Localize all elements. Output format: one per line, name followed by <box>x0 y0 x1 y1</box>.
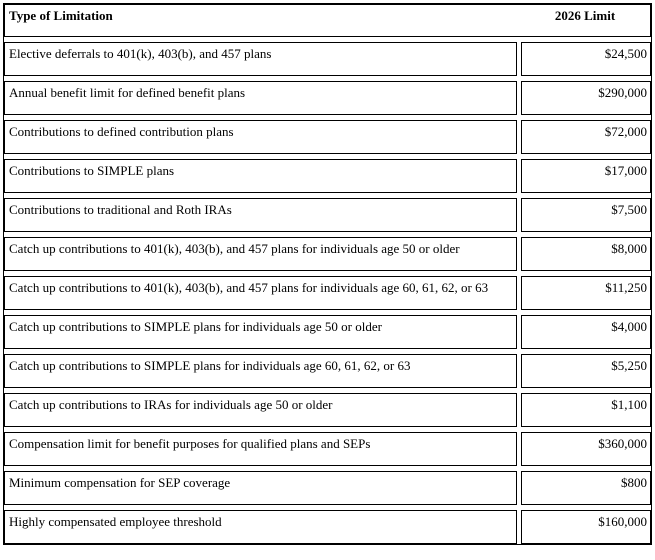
limitation-label: Annual benefit limit for defined benefit… <box>4 81 517 115</box>
limit-value: $11,250 <box>521 276 651 310</box>
limit-value: $17,000 <box>521 159 651 193</box>
table-row: Contributions to traditional and Roth IR… <box>4 198 651 232</box>
limitation-label: Catch up contributions to IRAs for indiv… <box>4 393 517 427</box>
table-row: Contributions to SIMPLE plans $17,000 <box>4 159 651 193</box>
table-row: Annual benefit limit for defined benefit… <box>4 81 651 115</box>
limit-value: $1,100 <box>521 393 651 427</box>
limit-value: $4,000 <box>521 315 651 349</box>
table-row: Contributions to defined contribution pl… <box>4 120 651 154</box>
limit-value: $24,500 <box>521 42 651 76</box>
limitation-label: Contributions to SIMPLE plans <box>4 159 517 193</box>
header-type-of-limitation: Type of Limitation <box>9 8 113 23</box>
table-header-row: Type of Limitation 2026 Limit <box>4 4 651 37</box>
header-2026-limit: 2026 Limit <box>554 8 616 23</box>
limit-value: $290,000 <box>521 81 651 115</box>
limitation-label: Catch up contributions to 401(k), 403(b)… <box>4 276 517 310</box>
limitation-label: Minimum compensation for SEP coverage <box>4 471 517 505</box>
limit-value: $5,250 <box>521 354 651 388</box>
limit-value: $8,000 <box>521 237 651 271</box>
limitation-label: Compensation limit for benefit purposes … <box>4 432 517 466</box>
limitation-label: Contributions to traditional and Roth IR… <box>4 198 517 232</box>
table-row: Compensation limit for benefit purposes … <box>4 432 651 466</box>
limit-value: $7,500 <box>521 198 651 232</box>
limitation-label: Catch up contributions to SIMPLE plans f… <box>4 315 517 349</box>
limitation-label: Contributions to defined contribution pl… <box>4 120 517 154</box>
limitation-label: Catch up contributions to SIMPLE plans f… <box>4 354 517 388</box>
table-row: Elective deferrals to 401(k), 403(b), an… <box>4 42 651 76</box>
limit-value: $160,000 <box>521 510 651 544</box>
limit-value: $72,000 <box>521 120 651 154</box>
table-row: Highly compensated employee threshold $1… <box>4 510 651 544</box>
limitation-label: Highly compensated employee threshold <box>4 510 517 544</box>
limit-value: $360,000 <box>521 432 651 466</box>
table-row: Catch up contributions to SIMPLE plans f… <box>4 315 651 349</box>
limitation-label: Catch up contributions to 401(k), 403(b)… <box>4 237 517 271</box>
table-row: Catch up contributions to IRAs for indiv… <box>4 393 651 427</box>
limit-value: $800 <box>521 471 651 505</box>
table-row: Catch up contributions to SIMPLE plans f… <box>4 354 651 388</box>
table-row: Catch up contributions to 401(k), 403(b)… <box>4 237 651 271</box>
table-row: Catch up contributions to 401(k), 403(b)… <box>4 276 651 310</box>
retirement-limits-table: Type of Limitation 2026 Limit Elective d… <box>3 3 652 545</box>
limitation-label: Elective deferrals to 401(k), 403(b), an… <box>4 42 517 76</box>
table-row: Minimum compensation for SEP coverage $8… <box>4 471 651 505</box>
